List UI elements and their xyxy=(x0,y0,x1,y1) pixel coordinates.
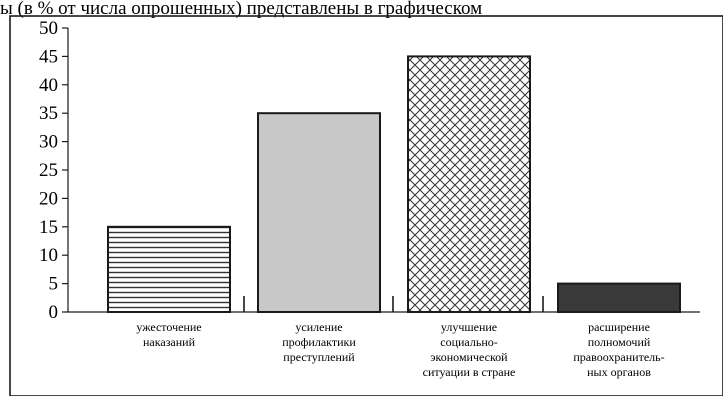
x-tick-label-1: ужесточение наказаний xyxy=(136,320,201,349)
x-tick-label-4: расширение полномочий правоохранитель-ных … xyxy=(573,320,664,379)
y-ticks: 0 5 10 15 20 25 30 35 40 45 50 xyxy=(39,18,68,323)
category-dividers xyxy=(243,296,544,312)
y-tick-label: 30 xyxy=(39,132,58,153)
y-tick-label: 35 xyxy=(39,103,58,124)
x-tick-label-2: усиление профилактики преступлений xyxy=(282,320,356,364)
x-tick-label-3: улучшение социально-экономической ситуации… xyxy=(423,320,516,379)
y-tick-label: 45 xyxy=(39,46,58,67)
y-tick-label: 50 xyxy=(39,18,58,39)
bar-1 xyxy=(107,225,231,313)
bar-3 xyxy=(407,55,531,314)
y-tick-label: 15 xyxy=(39,217,58,238)
plot-frame xyxy=(9,15,723,396)
y-tick-label: 0 xyxy=(49,302,59,323)
y-tick-label: 40 xyxy=(39,75,58,96)
y-tick-label: 25 xyxy=(39,160,58,181)
bar-4 xyxy=(557,282,681,314)
bars xyxy=(107,55,681,314)
x-tick-labels: ужесточение наказаний усиление профилактики… xyxy=(136,320,664,379)
y-tick-label: 5 xyxy=(49,274,59,295)
y-tick-label: 10 xyxy=(39,245,58,266)
y-tick-label: 20 xyxy=(39,188,58,209)
header-text: ы (в % от числа опрошенных) представлены… xyxy=(0,0,482,19)
bar-2 xyxy=(257,112,381,313)
